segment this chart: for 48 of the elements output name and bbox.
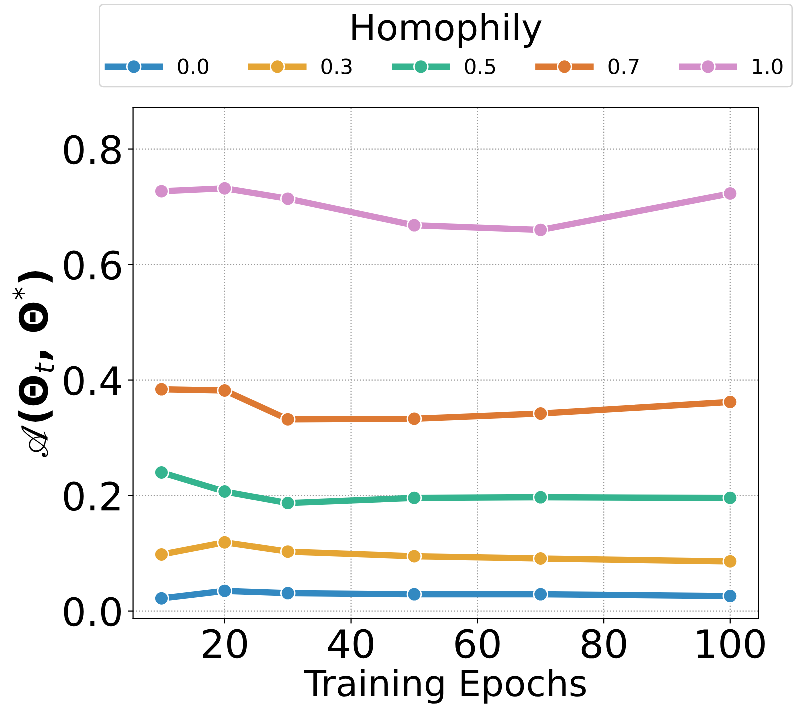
y-tick-label: 0.2: [64, 482, 120, 512]
x-tick-label: 80: [582, 629, 626, 659]
point: [722, 394, 738, 410]
point: [217, 383, 233, 398]
y-tick-label: 0.4: [64, 366, 122, 396]
legend-label: 0.5: [465, 58, 496, 75]
y-axis-title: 𝒜(Θ$_{t}$, Θ$^{*}$): [12, 272, 54, 458]
point: [722, 588, 738, 604]
point: [217, 534, 233, 550]
point: [533, 222, 548, 238]
point: [154, 382, 170, 398]
point: [406, 548, 422, 564]
point: [722, 490, 738, 506]
point: [406, 218, 422, 234]
point: [722, 186, 738, 202]
y-tick-label: 0.8: [64, 135, 121, 165]
point: [406, 411, 422, 427]
legend-label: 1.0: [753, 58, 783, 75]
point: [280, 412, 296, 428]
point: [154, 184, 170, 200]
x-tick-label: 60: [456, 629, 500, 659]
x-tick-label: 20: [203, 629, 248, 659]
point: [154, 547, 170, 562]
point: [280, 586, 296, 602]
legend-label: 0.3: [322, 58, 352, 75]
point: [533, 406, 548, 422]
y-tick-label: 0.0: [64, 597, 121, 627]
legend-label: 0.7: [608, 58, 639, 75]
point: [280, 544, 296, 560]
point: [533, 490, 548, 506]
point: [280, 496, 296, 511]
point: [154, 590, 170, 606]
point: [406, 490, 422, 506]
point: [217, 583, 233, 599]
x-axis-title: Training Epochs: [304, 668, 586, 704]
point: [280, 191, 296, 207]
point: [533, 551, 548, 566]
x-tick-label: 40: [328, 629, 374, 659]
legend-title: Homophily: [352, 13, 542, 48]
point: [154, 465, 170, 480]
point: [406, 586, 422, 602]
y-tick-label: 0.6: [64, 250, 122, 280]
x-tick-label: 100: [698, 629, 765, 659]
legend-label: 0.0: [178, 58, 209, 75]
point: [533, 586, 548, 602]
point: [722, 554, 738, 570]
point: [217, 180, 233, 196]
point: [217, 484, 233, 500]
